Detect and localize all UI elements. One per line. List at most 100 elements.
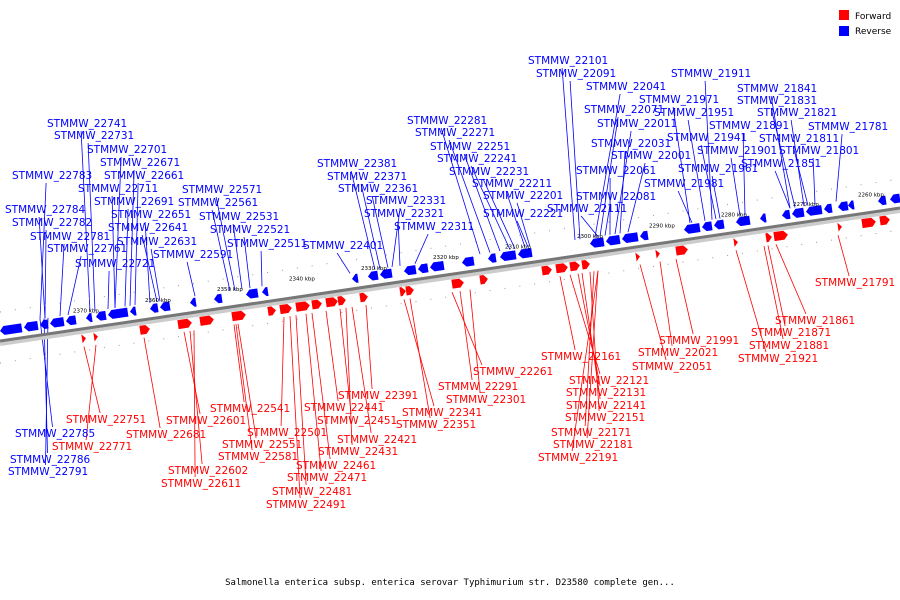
forward-label-leader: [295, 315, 307, 486]
forward-label-leader: [305, 313, 322, 472]
reverse-gene-label: STMMW_22671: [100, 157, 180, 169]
reverse-gene-label: STMMW_21951: [654, 107, 734, 119]
forward-gene-arrow: [773, 230, 788, 242]
forward-gene-arrow: [231, 310, 246, 322]
reverse-label-leader: [43, 318, 48, 454]
forward-label-leader: [193, 330, 196, 478]
reverse-label-leader: [360, 183, 381, 269]
backbone-shadow: [0, 207, 900, 346]
forward-gene-label: STMMW_22191: [538, 452, 618, 464]
reverse-gene-label: STMMW_22631: [117, 236, 197, 248]
forward-gene-label: STMMW_22451: [317, 415, 397, 427]
forward-label-leader: [280, 317, 285, 427]
legend-swatch-reverse: [839, 26, 849, 36]
reverse-label-leader: [594, 93, 621, 238]
reverse-label-leader: [792, 145, 809, 206]
reverse-gene-label: STMMW_22091: [536, 68, 616, 80]
scale-tick-label: 2280 kbp: [721, 213, 747, 219]
scale-tick-label: 2270 kbp: [793, 202, 819, 208]
forward-label-leader: [85, 344, 97, 441]
reverse-gene-label: STMMW_21901: [697, 145, 777, 157]
forward-gene-label: STMMW_22491: [266, 499, 346, 511]
scale-tick-label: 2290 kbp: [649, 223, 675, 229]
reverse-label-leader: [730, 157, 741, 216]
reverse-gene-arrow: [418, 263, 429, 274]
reverse-gene-label: STMMW_22371: [327, 171, 407, 183]
reverse-gene-arrow: [890, 193, 900, 204]
reverse-gene-arrow: [160, 301, 171, 312]
reverse-label-leader: [134, 182, 139, 306]
reverse-label-leader: [414, 233, 429, 264]
reverse-gene-label: STMMW_22571: [182, 184, 262, 196]
reverse-label-leader: [440, 127, 481, 255]
forward-label-leader: [235, 324, 253, 451]
reverse-gene-label: STMMW_22071: [584, 104, 664, 116]
reverse-gene-arrow: [214, 293, 223, 304]
reverse-label-leader: [619, 150, 626, 234]
scale-tick-label: 2320 kbp: [433, 255, 459, 261]
forward-label-leader: [675, 259, 694, 335]
reverse-label-leader: [599, 116, 619, 237]
reverse-gene-arrow: [517, 247, 533, 259]
reverse-gene-label: STMMW_22101: [528, 55, 608, 67]
reverse-label-leader: [463, 153, 501, 252]
reverse-gene-arrow: [404, 265, 417, 276]
reverse-gene-arrow: [487, 253, 497, 263]
reverse-gene-arrow: [85, 312, 93, 323]
forward-gene-arrow: [861, 217, 876, 229]
reverse-label-leader: [569, 80, 581, 240]
forward-gene-arrow: [581, 259, 590, 270]
forward-label-leader: [763, 246, 784, 340]
reverse-gene-label: STMMW_22511: [227, 238, 307, 250]
forward-label-leader: [584, 271, 595, 427]
forward-gene-label: STMMW_22141: [566, 400, 646, 412]
reverse-gene-label: STMMW_22361: [338, 183, 418, 195]
reverse-gene-label: STMMW_22331: [366, 195, 446, 207]
reverse-label-leader: [770, 107, 796, 208]
reverse-gene-label: STMMW_21851: [741, 158, 821, 170]
reverse-label-leader: [111, 195, 116, 309]
forward-gene-arrow: [569, 261, 580, 272]
forward-gene-arrow: [451, 278, 464, 289]
reverse-label-leader: [129, 169, 135, 306]
reverse-gene-label: STMMW_22311: [394, 221, 474, 233]
forward-label-leader: [559, 276, 576, 351]
forward-gene-arrow: [359, 292, 368, 303]
forward-label-leader: [289, 316, 301, 499]
forward-gene-label: STMMW_22581: [218, 451, 298, 463]
reverse-label-leader: [141, 234, 158, 302]
reverse-label-leader: [87, 142, 96, 311]
forward-label-leader: [189, 330, 203, 465]
reverse-label-leader: [482, 178, 516, 250]
forward-gene-label: STMMW_22051: [632, 361, 712, 373]
forward-label-leader: [345, 307, 353, 446]
reverse-gene-label: STMMW_22231: [449, 166, 529, 178]
label-leader-lines: [38, 67, 850, 499]
reverse-gene-label: STMMW_22661: [104, 170, 184, 182]
forward-label-leader: [451, 292, 483, 366]
reverse-label-leader: [700, 144, 717, 220]
reverse-gene-label: STMMW_22041: [586, 81, 666, 93]
reverse-gene-arrow: [782, 209, 791, 220]
forward-gene-label: STMMW_22681: [126, 429, 206, 441]
forward-gene-label: STMMW_22541: [210, 403, 290, 415]
reverse-label-leader: [580, 215, 599, 237]
reverse-label-leader: [59, 243, 65, 317]
reverse-label-leader: [371, 195, 389, 268]
reverse-gene-arrow: [462, 256, 475, 267]
scale-tick-label: 2330 kbp: [361, 266, 387, 272]
forward-gene-label: STMMW_22301: [446, 394, 526, 406]
reverse-gene-arrow: [499, 250, 517, 261]
reverse-gene-arrow: [702, 221, 713, 232]
reverse-label-leader: [186, 261, 196, 297]
forward-gene-arrow: [837, 222, 842, 232]
scale-tick-label: 2260 kbp: [858, 192, 884, 198]
reverse-gene-arrow: [351, 273, 359, 283]
reverse-gene-label: STMMW_21911: [671, 68, 751, 80]
forward-label-leader: [589, 271, 600, 412]
reverse-gene-label: STMMW_22281: [407, 115, 487, 127]
reverse-gene-label: STMMW_21841: [737, 83, 817, 95]
forward-gene-label: STMMW_22551: [222, 439, 302, 451]
forward-gene-arrow: [199, 315, 214, 326]
